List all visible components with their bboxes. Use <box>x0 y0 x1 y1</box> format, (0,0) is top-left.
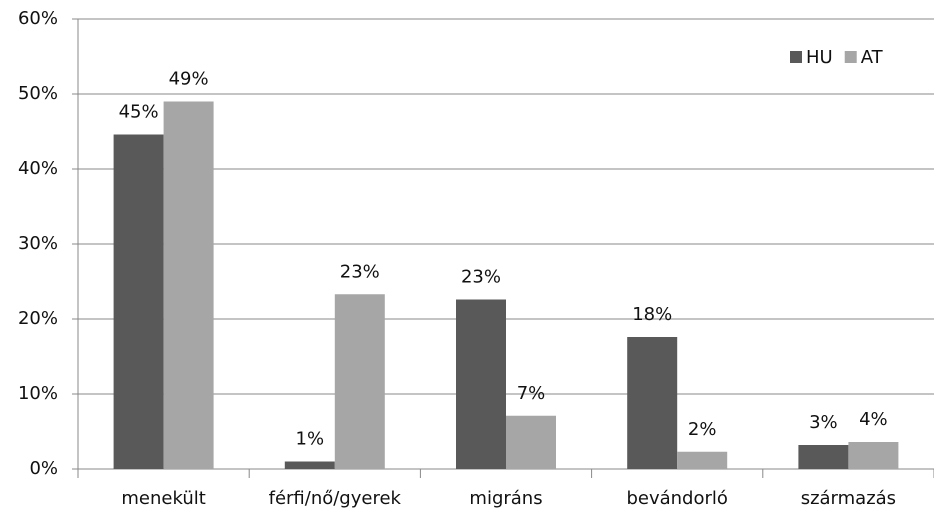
data-label: 23% <box>461 267 501 288</box>
x-tick-label: menekült <box>121 488 205 509</box>
bar <box>163 101 214 469</box>
bar <box>798 445 849 469</box>
data-label: 2% <box>688 419 717 440</box>
bar <box>334 294 385 469</box>
data-label: 23% <box>340 261 380 282</box>
bar <box>456 299 506 469</box>
x-tick-label: származás <box>801 488 896 509</box>
bar <box>284 461 335 469</box>
legend-swatch <box>790 51 802 63</box>
x-tick-label: férfi/nő/gyerek <box>269 488 402 509</box>
bar <box>627 337 678 469</box>
y-tick-label: 30% <box>18 233 58 254</box>
bar <box>677 451 728 469</box>
y-tick-label: 10% <box>18 383 58 404</box>
x-tick-label: bevándorló <box>626 488 727 509</box>
y-tick-label: 50% <box>18 83 58 104</box>
x-tick-label: migráns <box>469 488 542 509</box>
data-label: 4% <box>859 409 888 430</box>
data-label: 7% <box>517 383 546 404</box>
legend-label: HU <box>806 47 833 68</box>
legend-label: AT <box>861 47 884 68</box>
data-label: 49% <box>169 69 209 90</box>
data-label: 3% <box>809 412 838 433</box>
data-label: 45% <box>119 102 159 123</box>
y-tick-label: 40% <box>18 158 58 179</box>
bar <box>113 134 164 469</box>
bar <box>506 415 556 469</box>
y-tick-label: 0% <box>29 458 58 479</box>
y-tick-label: 60% <box>18 8 58 29</box>
legend-swatch <box>844 51 857 63</box>
y-tick-label: 20% <box>18 308 58 329</box>
data-label: 1% <box>296 429 325 450</box>
data-label: 18% <box>632 304 672 325</box>
bar <box>848 442 899 469</box>
